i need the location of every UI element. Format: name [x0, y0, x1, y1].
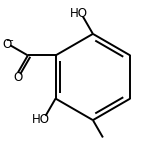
Text: HO: HO [70, 7, 88, 20]
Text: −: − [6, 36, 14, 46]
Text: O: O [13, 71, 22, 84]
Text: HO: HO [32, 113, 50, 126]
Text: O: O [2, 38, 11, 51]
